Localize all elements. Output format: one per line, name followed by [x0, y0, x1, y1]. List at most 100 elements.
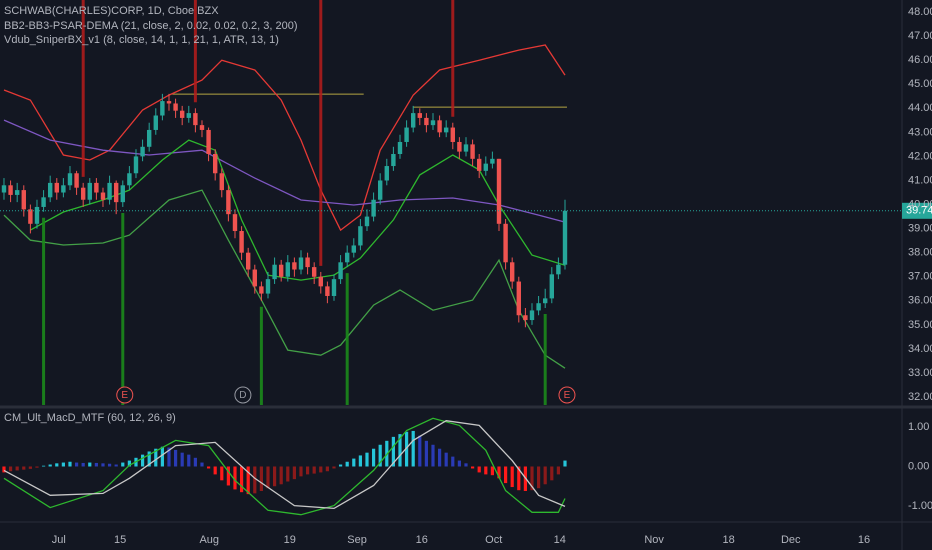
histogram-bar: [41, 465, 46, 467]
histogram-bar: [530, 466, 534, 491]
y-tick-label: 40.00: [908, 198, 932, 210]
candle-body: [377, 180, 383, 200]
histogram-bar: [543, 466, 547, 485]
histogram-bar: [2, 466, 6, 473]
candle-body: [536, 303, 541, 311]
histogram-bar: [319, 466, 323, 473]
candle-body: [265, 279, 271, 294]
histogram-bar: [68, 461, 72, 467]
candle-body: [173, 103, 178, 111]
histogram-bar: [398, 434, 402, 467]
histogram-bar: [94, 462, 98, 467]
histogram-bar: [8, 466, 13, 472]
candle-body: [490, 158, 495, 164]
histogram-bar: [127, 460, 131, 467]
candle-body: [305, 257, 310, 268]
y-tick-label: 37.00: [908, 271, 932, 283]
histogram-bar: [61, 462, 65, 467]
histogram-bar: [338, 464, 343, 467]
y-tick-label: -1.00: [908, 500, 932, 512]
histogram-bar: [457, 460, 461, 467]
candle-body: [166, 101, 172, 104]
candle-body: [437, 120, 442, 133]
candle-body: [496, 158, 502, 224]
candle-body: [292, 262, 297, 270]
event-marker: [234, 386, 252, 404]
candle-body: [430, 120, 436, 126]
indicator-line: [3, 44, 566, 232]
indicator-legend: Vdub_SniperBX_v1 (8, close, 14, 1, 1, 21…: [4, 34, 279, 46]
histogram-bar: [233, 466, 237, 490]
histogram-bar: [378, 444, 382, 467]
x-tick-label: 16: [858, 534, 870, 546]
histogram-bar: [107, 463, 112, 467]
histogram-bar: [365, 452, 369, 467]
histogram-bar: [299, 466, 303, 477]
candle-body: [146, 129, 152, 147]
y-tick-label: 42.00: [908, 150, 932, 162]
candle-body: [503, 223, 508, 263]
candle-body: [206, 129, 211, 155]
x-tick-label: Oct: [485, 534, 502, 546]
indicator-line: [3, 420, 566, 510]
candle-body: [523, 315, 528, 321]
histogram-bar: [55, 463, 59, 467]
candle-body: [424, 117, 429, 126]
histogram-bar: [88, 462, 92, 467]
histogram-bar: [411, 430, 415, 467]
histogram-bar: [431, 444, 435, 467]
histogram-bar: [266, 466, 270, 489]
candle-body: [556, 264, 561, 275]
candle-body: [351, 245, 356, 253]
x-tick-label: Dec: [781, 534, 801, 546]
histogram-bar: [173, 449, 178, 467]
candle-body: [14, 190, 20, 195]
candle-body: [179, 110, 185, 118]
histogram-bar: [167, 447, 171, 467]
candle-body: [311, 267, 317, 277]
last-price-label: 39.74: [906, 205, 932, 217]
histogram-bar: [246, 466, 250, 495]
x-tick-label: Jul: [52, 534, 66, 546]
histogram-bar: [345, 461, 349, 467]
candle-body: [120, 185, 125, 203]
histogram-bar: [35, 466, 39, 468]
candle-body: [193, 113, 198, 126]
y-tick-label: 47.00: [908, 30, 932, 42]
candle-body: [298, 257, 304, 270]
x-tick-label: 14: [554, 534, 566, 546]
candle-body: [371, 199, 376, 217]
histogram-bar: [490, 466, 494, 476]
candle-body: [140, 146, 145, 157]
indicator-line: [3, 189, 566, 369]
candle-body: [516, 281, 521, 316]
histogram-bar: [563, 460, 567, 467]
histogram-bar: [140, 454, 145, 467]
candle-body: [186, 113, 191, 118]
histogram-bar: [312, 466, 316, 474]
histogram-bar: [371, 448, 376, 467]
histogram-bar: [101, 463, 105, 467]
histogram-bar: [305, 466, 310, 475]
x-tick-label: Aug: [199, 534, 219, 546]
y-tick-label: 0.00: [908, 460, 929, 472]
histogram-bar: [279, 466, 283, 485]
last-price-box: [902, 202, 932, 219]
candle-body: [199, 125, 205, 130]
symbol-title: SCHWAB(CHARLES)CORP, 1D, Cboe BZX: [4, 5, 219, 17]
x-tick-label: Nov: [644, 534, 664, 546]
candle-body: [272, 264, 277, 280]
histogram-bar: [556, 466, 560, 475]
event-label: E: [121, 390, 128, 401]
histogram-bar: [418, 435, 422, 467]
histogram-bar: [206, 466, 211, 469]
candle-body: [28, 209, 33, 224]
histogram-bar: [28, 466, 32, 469]
histogram-bar: [517, 466, 521, 491]
candle-body: [252, 269, 257, 287]
candle-body: [358, 226, 363, 246]
histogram-bar: [15, 466, 19, 471]
histogram-bar: [424, 440, 428, 467]
candle-body: [54, 182, 59, 193]
y-tick-label: 44.00: [908, 102, 932, 114]
